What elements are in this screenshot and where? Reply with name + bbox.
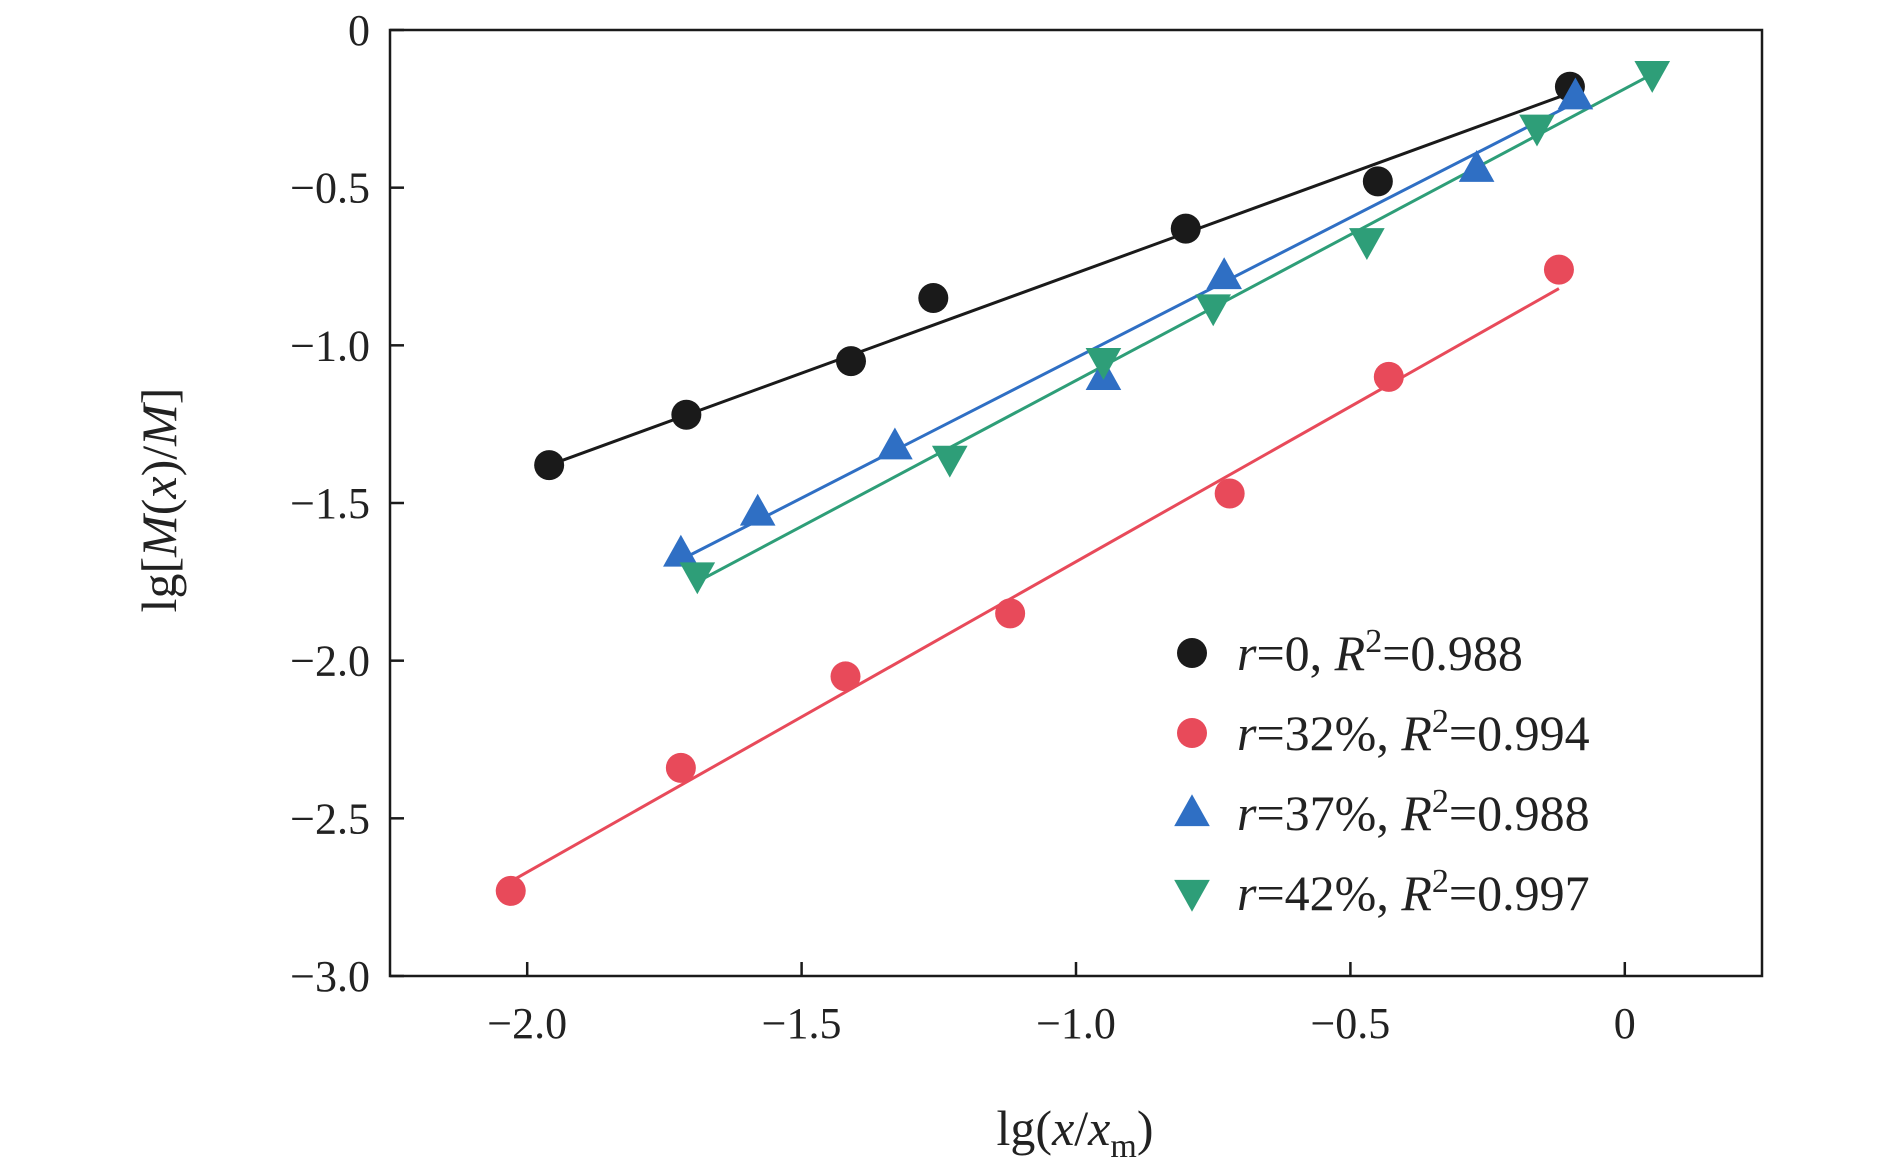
fit-line-series-0 — [548, 91, 1571, 467]
data-point — [931, 445, 968, 478]
data-point — [495, 875, 526, 906]
data-point — [830, 661, 861, 692]
data-point — [835, 346, 866, 377]
data-point — [534, 450, 565, 481]
series-3-points — [679, 61, 1671, 595]
y-axis: 0 −0.5 −1.0 −1.5 −2.0 −2.5 −3.0 — [290, 6, 404, 1001]
x-axis: −2.0 −1.5 −1.0 −0.5 0 — [487, 962, 1636, 1048]
series-2-points — [663, 77, 1594, 567]
data-point — [1206, 257, 1242, 290]
legend-label-3: r=42%, R2=0.997 — [1237, 863, 1590, 921]
x-axis-title: lg(x/xm) — [997, 1100, 1154, 1165]
y-tick-label: −1.5 — [290, 479, 370, 528]
legend-marker-1 — [1177, 718, 1207, 748]
data-point — [663, 534, 699, 567]
data-point — [1214, 478, 1245, 509]
x-tick-label: −1.5 — [762, 999, 842, 1048]
data-markers — [495, 61, 1671, 906]
data-point — [739, 493, 776, 526]
data-point — [1085, 347, 1122, 380]
fit-line-series-2 — [680, 101, 1577, 562]
data-point — [1170, 213, 1201, 244]
y-tick-label: −0.5 — [290, 164, 370, 213]
data-point — [1373, 361, 1404, 392]
data-point — [995, 598, 1026, 629]
y-tick-label: −3.0 — [290, 952, 370, 1001]
series-0-points — [534, 71, 1585, 481]
legend-marker-0 — [1177, 638, 1207, 668]
data-point — [877, 427, 913, 460]
y-tick-label: −2.0 — [290, 637, 370, 686]
x-tick-label: −1.0 — [1036, 999, 1116, 1048]
fit-line-series-3 — [696, 72, 1653, 584]
x-tick-label: −0.5 — [1310, 999, 1390, 1048]
x-tick-label: 0 — [1614, 999, 1636, 1048]
x-tick-label: −2.0 — [487, 999, 567, 1048]
data-point — [1519, 114, 1555, 147]
data-point — [1458, 149, 1495, 182]
legend-label-0: r=0, R2=0.988 — [1237, 623, 1523, 681]
legend: r=0, R2=0.988 r=32%, R2=0.994 r=37%, R2=0.… — [1174, 623, 1590, 921]
legend-marker-2 — [1174, 794, 1210, 827]
data-point — [1557, 77, 1594, 110]
legend-marker-3 — [1174, 879, 1210, 912]
data-point — [665, 752, 696, 783]
data-point — [1362, 166, 1393, 197]
legend-label-1: r=32%, R2=0.994 — [1237, 703, 1590, 761]
y-axis-title: lg[M(x)/M] — [131, 388, 187, 613]
data-point — [671, 399, 702, 430]
y-tick-label: 0 — [348, 6, 370, 55]
y-tick-label: −1.0 — [290, 321, 370, 370]
series-1-points — [495, 254, 1574, 906]
y-tick-label: −2.5 — [290, 794, 370, 843]
legend-label-2: r=37%, R2=0.988 — [1237, 783, 1590, 841]
data-point — [1543, 254, 1574, 285]
data-point — [1195, 294, 1232, 327]
data-point — [679, 562, 716, 595]
data-point — [918, 283, 949, 314]
data-point — [1634, 61, 1671, 93]
data-point — [1349, 228, 1385, 261]
